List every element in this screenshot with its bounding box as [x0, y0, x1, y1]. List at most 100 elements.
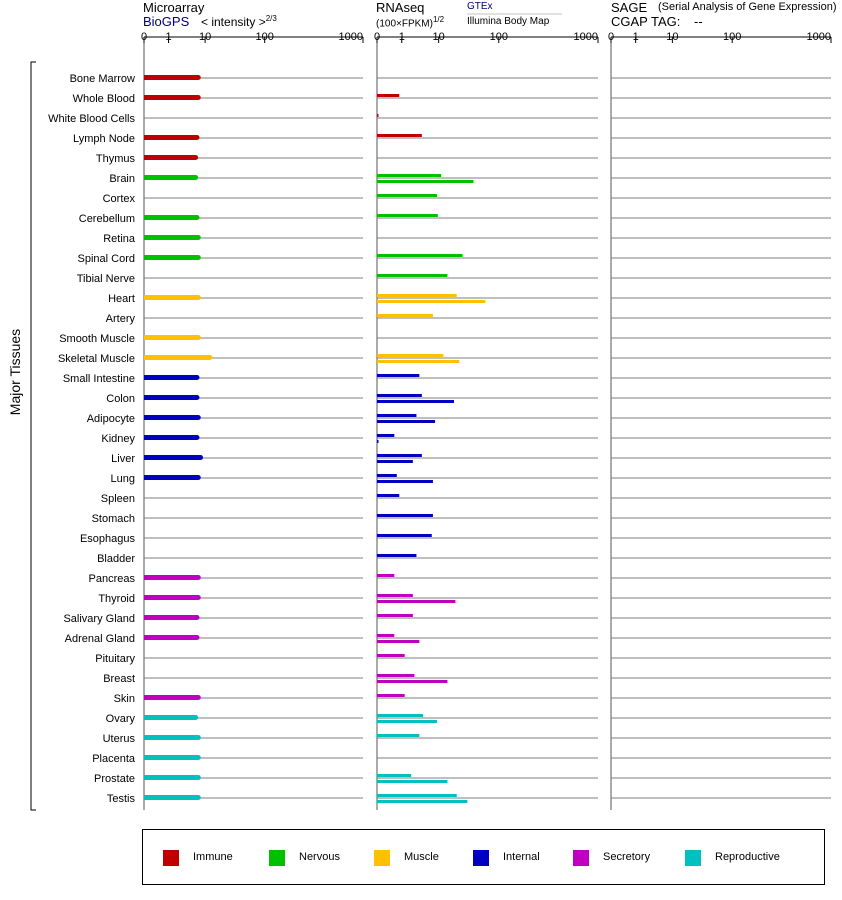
rnaseq-bar-illumina — [377, 420, 436, 423]
rnaseq-unit: (100×FPKM)1/2 — [376, 15, 445, 30]
microarray-bar — [144, 575, 199, 580]
category-label: Small Intestine — [63, 373, 135, 385]
rnaseq-bar-gtex — [377, 274, 448, 277]
category-label: Uterus — [103, 733, 136, 745]
rnaseq-bar-gtex — [377, 514, 433, 517]
rnaseq-bar-gtex — [377, 654, 405, 657]
rnaseq-bar-gtex — [377, 94, 400, 97]
microarray-bar-cap — [194, 375, 200, 380]
sage-subtitle: (Serial Analysis of Gene Expression) — [658, 1, 837, 13]
rnaseq-bar-illumina — [377, 600, 456, 603]
sage-title: SAGE — [611, 0, 648, 15]
microarray-title: Microarray — [143, 0, 205, 15]
rnaseq-bar-gtex — [377, 174, 442, 177]
rnaseq-bar-illumina — [377, 720, 437, 723]
category-label: Placenta — [92, 753, 136, 765]
microarray-bar-cap — [195, 295, 201, 300]
rnaseq-bar-illumina — [377, 460, 413, 463]
rnaseq-bar-gtex — [377, 594, 413, 597]
microarray-bar — [144, 175, 196, 180]
rnaseq-tick-label: 1000 — [574, 31, 598, 43]
category-label: Retina — [103, 233, 136, 245]
microarray-bar — [144, 635, 197, 640]
biogps-label: BioGPS — [143, 14, 190, 29]
legend-swatch-reproductive — [685, 850, 701, 866]
microarray-tick-label: 100 — [255, 31, 273, 43]
sage-tick-label: 100 — [723, 31, 741, 43]
microarray-bar-cap — [194, 435, 200, 440]
microarray-bar-cap — [194, 615, 200, 620]
microarray-bar — [144, 215, 197, 220]
category-label: White Blood Cells — [48, 113, 135, 125]
microarray-bar-cap — [193, 155, 199, 160]
microarray-bar — [144, 235, 199, 240]
rnaseq-bar-illumina — [377, 480, 433, 483]
rnaseq-tick-label: 10 — [433, 31, 445, 43]
category-label: Bladder — [97, 553, 135, 565]
microarray-bar-cap — [195, 775, 201, 780]
microarray-bar-cap — [193, 175, 199, 180]
microarray-bar — [144, 135, 197, 140]
microarray-bar — [144, 295, 199, 300]
category-label: Pancreas — [89, 573, 136, 585]
rnaseq-bar-illumina — [377, 440, 379, 443]
microarray-bar — [144, 715, 196, 720]
rnaseq-bar-gtex — [377, 694, 405, 697]
rnaseq-bar-illumina — [377, 400, 455, 403]
microarray-bar — [144, 335, 199, 340]
category-label: Cortex — [103, 193, 136, 205]
microarray-bar-cap — [193, 715, 199, 720]
rnaseq-bar-gtex — [377, 374, 420, 377]
legend-swatch-immune — [163, 850, 179, 866]
microarray-tick-label: 10 — [199, 31, 211, 43]
microarray-bar-cap — [194, 635, 200, 640]
category-label: Testis — [107, 793, 136, 805]
rnaseq-bar-gtex — [377, 714, 424, 717]
legend-label-internal: Internal — [503, 851, 540, 863]
legend-label-muscle: Muscle — [404, 851, 439, 863]
category-label: Adipocyte — [87, 413, 135, 425]
rnaseq-bar-gtex — [377, 534, 432, 537]
rnaseq-bar-gtex — [377, 474, 397, 477]
microarray-bar-cap — [198, 455, 204, 460]
rnaseq-tick-label: 0 — [374, 31, 380, 43]
category-label: Cerebellum — [79, 213, 135, 225]
category-label: Spinal Cord — [78, 253, 135, 265]
rnaseq-bar-gtex — [377, 134, 422, 137]
microarray-exponent: 2/3 — [265, 14, 277, 23]
category-label: Kidney — [101, 433, 135, 445]
y-axis-bracket — [30, 61, 36, 811]
microarray-bar-cap — [195, 235, 201, 240]
category-label: Heart — [108, 293, 135, 305]
category-label: Esophagus — [80, 533, 136, 545]
rnaseq-bar-gtex — [377, 194, 437, 197]
category-label: Artery — [106, 313, 136, 325]
rnaseq-bar-illumina — [377, 360, 460, 363]
category-label: Tibial Nerve — [77, 273, 135, 285]
microarray-bar — [144, 155, 196, 160]
category-label: Skin — [114, 693, 135, 705]
microarray-bar — [144, 255, 199, 260]
microarray-unit: < intensity >2/3 — [201, 14, 277, 29]
cgap-tag-label: CGAP TAG: — [611, 14, 681, 29]
microarray-bar-cap — [195, 95, 201, 100]
microarray-bar — [144, 795, 199, 800]
category-label: Breast — [103, 673, 135, 685]
microarray-bar — [144, 695, 199, 700]
microarray-bar — [144, 735, 199, 740]
rnaseq-bar-illumina — [377, 180, 474, 183]
microarray-tick-label: 1000 — [339, 31, 363, 43]
microarray-bar — [144, 475, 199, 480]
rnaseq-bar-gtex — [377, 114, 379, 117]
microarray-bar — [144, 775, 199, 780]
category-label: Lung — [111, 473, 135, 485]
microarray-bar — [144, 375, 197, 380]
microarray-bar — [144, 615, 197, 620]
category-label: Smooth Muscle — [59, 333, 135, 345]
legend-label-immune: Immune — [193, 851, 233, 863]
category-label: Thymus — [96, 153, 136, 165]
rnaseq-bar-illumina — [377, 780, 448, 783]
rnaseq-bar-gtex — [377, 214, 438, 217]
legend-label-secretory: Secretory — [603, 851, 651, 863]
